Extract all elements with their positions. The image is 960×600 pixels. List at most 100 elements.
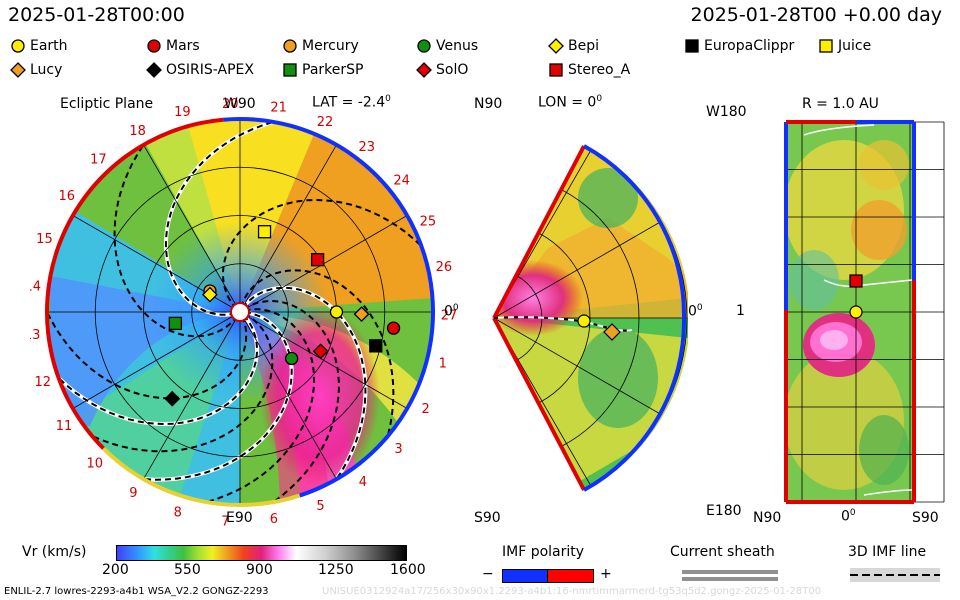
carrington-sector-label: 24: [393, 174, 410, 189]
ecliptic-lat-label: LAT = -2.40: [312, 94, 391, 111]
ecliptic-bottom-label: E90: [226, 510, 253, 526]
colorbar-tick-label: 550: [174, 562, 201, 578]
body-marker-solo: [312, 343, 329, 360]
carrington-sector-label: 12: [35, 375, 52, 390]
imf-field-line: [57, 314, 259, 426]
sphere-bottom-x-s90: S90: [912, 510, 939, 526]
body-marker-juice: [257, 225, 272, 239]
left-timestamp: 2025-01-28T00:00: [8, 4, 185, 26]
run-id-footer: UNISUE0312924a17/256x30x90x1.2293-a4b1:1…: [322, 586, 822, 597]
imf-field-line: [113, 144, 239, 338]
legend-diamond-icon: [146, 62, 162, 78]
sphere-earth-marker: [849, 305, 863, 319]
legend-item-europaclippr: EuropaClippr: [684, 38, 794, 54]
body-marker-bepi: [201, 286, 218, 303]
meridional-upper-edge: [492, 145, 586, 319]
legend-label: Venus: [436, 38, 479, 54]
meridional-bottom-label: S90: [474, 510, 501, 526]
carrington-sector-label: 23: [358, 140, 375, 155]
sphere-mid-left-label: 1: [736, 303, 745, 319]
legend-label: EuropaClippr: [704, 38, 795, 54]
legend-item-osiris-apex: OSIRIS-APEX: [146, 62, 254, 78]
legend-circle-icon: [11, 39, 25, 53]
imf-field-line: [47, 311, 248, 400]
imf3d-title: 3D IMF line: [848, 544, 927, 560]
carrington-sector-label: 17: [90, 152, 107, 167]
imf-polarity-rim-transition: [102, 447, 301, 507]
meridional-rim-upper: [583, 144, 687, 319]
imf-field-line: [206, 308, 316, 504]
legend-circle-icon: [283, 39, 297, 53]
carrington-sector-label: 18: [129, 124, 146, 139]
carrington-sector-label: 26: [436, 260, 453, 275]
meridional-right-label: 00: [688, 303, 703, 320]
ecliptic-top-label: W90: [224, 96, 256, 112]
legend-circle-icon: [417, 39, 431, 53]
sphere-sheath-line-bottom: [863, 489, 913, 496]
carrington-sector-label: 1: [439, 357, 447, 372]
body-marker-europaclippr: [369, 339, 383, 353]
legend-square-icon: [685, 39, 699, 53]
carrington-sector-label: 15: [36, 232, 53, 247]
meridional-earth-marker: [577, 314, 591, 328]
legend-item-earth: Earth: [10, 38, 68, 54]
imf-minus-label: −: [482, 566, 494, 582]
body-marker-mars: [386, 321, 401, 335]
legend-item-mercury: Mercury: [282, 38, 359, 54]
sphere-stereoa-marker: [849, 274, 863, 288]
legend-label: Stereo_A: [568, 62, 631, 78]
carrington-sector-label: 7: [221, 514, 229, 529]
legend-item-parkersp: ParkerSP: [282, 62, 363, 78]
legend-label: Mars: [166, 38, 200, 54]
sphere-bottom-x-n90: N90: [753, 510, 782, 526]
colorbar-tick-label: 1600: [390, 562, 426, 578]
body-marker-osiris-apex: [164, 390, 181, 407]
colorbar-tick-label: 200: [102, 562, 129, 578]
imf-polarity-title: IMF polarity: [502, 544, 585, 560]
carrington-sector-label: 4: [359, 475, 367, 490]
legend-item-stereo-a: Stereo_A: [548, 62, 630, 78]
legend-diamond-icon: [548, 38, 564, 54]
longitude-spoke: [72, 311, 241, 409]
colorbar-tick-label: 900: [246, 562, 273, 578]
legend-label: Bepi: [568, 38, 599, 54]
imf-negative-bar: [502, 569, 549, 583]
carrington-sector-label: 22: [317, 115, 334, 130]
legend-item-lucy: Lucy: [10, 62, 62, 78]
imf-positive-bar: [547, 569, 594, 583]
current-sheath-swatch: [682, 570, 778, 574]
meridional-spoke: [493, 221, 662, 319]
meridional-lower-edge: [492, 317, 586, 491]
meridional-top-label: N90: [474, 96, 503, 112]
legend-label: Earth: [30, 38, 68, 54]
ecliptic-plane-panel: 1234567891011121314151617181920212223242…: [30, 97, 458, 529]
imf-polarity-rim-positive: [45, 117, 224, 450]
longitude-spoke: [143, 311, 241, 480]
current-sheath-title: Current sheath: [670, 544, 775, 560]
legend-label: Mercury: [302, 38, 359, 54]
body-marker-venus: [284, 351, 299, 366]
meridional-spoke: [493, 317, 662, 415]
imf-field-line: [143, 311, 293, 481]
carrington-sector-label: 5: [316, 499, 324, 514]
carrington-sector-label: 27: [441, 308, 458, 323]
carrington-sector-label: 11: [56, 419, 73, 434]
legend-label: Lucy: [30, 62, 63, 78]
imf-plus-label: +: [600, 566, 612, 582]
colorbar-title: Vr (km/s): [22, 544, 87, 560]
longitude-spoke: [239, 311, 408, 409]
carrington-sector-label: 19: [174, 105, 191, 120]
longitude-spoke: [143, 144, 241, 313]
ecliptic-title: Ecliptic Plane: [60, 96, 154, 112]
body-marker-parkersp: [168, 316, 183, 331]
right-timestamp: 2025-01-28T00 +0.00 day: [690, 4, 942, 26]
legend-item-mars: Mars: [146, 38, 200, 54]
carrington-sector-label: 14: [30, 279, 41, 294]
sphere-top-left-label: W180: [706, 104, 747, 120]
imf3d-swatch: [850, 568, 940, 582]
carrington-sector-label: 13: [30, 328, 40, 343]
carrington-sector-label: 16: [58, 189, 75, 204]
imf-field-line: [240, 269, 395, 437]
current-sheath-swatch-2: [682, 577, 778, 581]
imf-field-line: [91, 313, 274, 453]
